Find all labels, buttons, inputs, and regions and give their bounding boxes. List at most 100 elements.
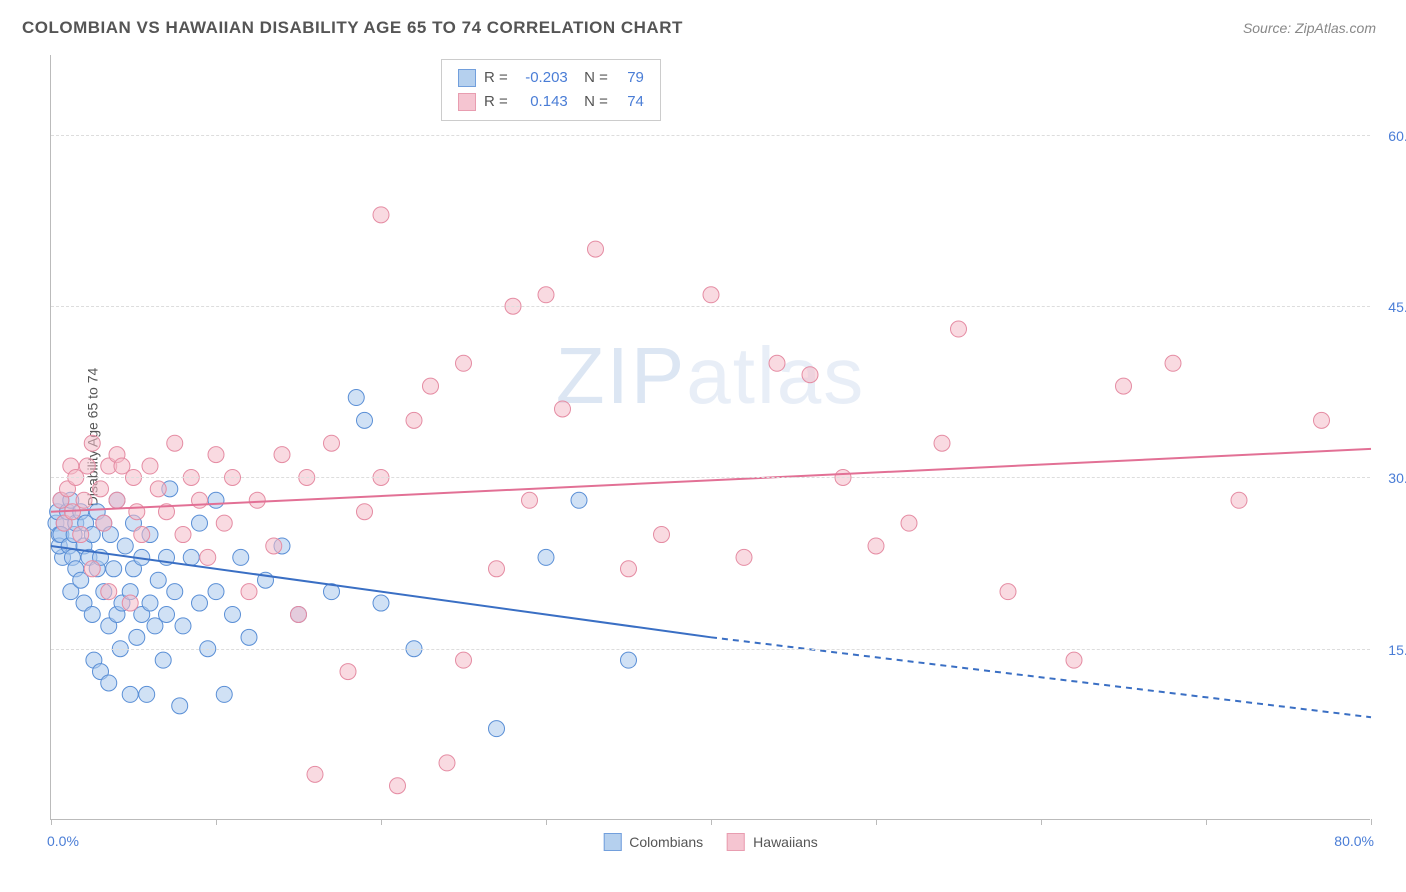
data-point [117,538,133,554]
data-point [307,766,323,782]
data-point [233,549,249,565]
x-tick [876,819,877,825]
data-point [208,447,224,463]
scatter-svg [51,55,1370,819]
gridline-h: 60.0% [51,135,1370,136]
data-point [769,355,785,371]
data-point [951,321,967,337]
data-point [1000,584,1016,600]
data-point [588,241,604,257]
swatch-hawaiians [458,93,476,111]
data-point [150,572,166,588]
legend-item-hawaiians: Hawaiians [727,833,818,851]
data-point [192,515,208,531]
data-point [142,595,158,611]
x-axis-max-label: 80.0% [1334,833,1374,849]
data-point [73,527,89,543]
x-tick [216,819,217,825]
data-point [216,686,232,702]
data-point [200,549,216,565]
data-point [101,584,117,600]
x-tick [381,819,382,825]
data-point [167,435,183,451]
data-point [216,515,232,531]
data-point [406,412,422,428]
data-point [175,527,191,543]
data-point [84,561,100,577]
y-tick-label: 45.0% [1388,299,1406,315]
swatch-hawaiians-icon [727,833,745,851]
data-point [192,595,208,611]
data-point [134,527,150,543]
data-point [621,561,637,577]
data-point [901,515,917,531]
chart-plot-area: Disability Age 65 to 74 ZIPatlas R =-0.2… [50,55,1370,820]
legend-row-colombians: R =-0.203 N =79 [458,66,644,90]
correlation-legend: R =-0.203 N =79 R =0.143 N =74 [441,59,661,121]
gridline-h: 30.0% [51,477,1370,478]
data-point [291,606,307,622]
legend-item-colombians: Colombians [603,833,703,851]
data-point [96,515,112,531]
data-point [129,629,145,645]
series-legend: Colombians Hawaiians [603,833,818,851]
x-tick [51,819,52,825]
data-point [439,755,455,771]
data-point [266,538,282,554]
data-point [390,778,406,794]
x-tick [1371,819,1372,825]
swatch-colombians [458,69,476,87]
data-point [249,492,265,508]
data-point [241,584,257,600]
data-point [106,561,122,577]
data-point [373,207,389,223]
data-point [93,481,109,497]
data-point [208,492,224,508]
gridline-h: 45.0% [51,306,1370,307]
gridline-h: 15.0% [51,649,1370,650]
swatch-colombians-icon [603,833,621,851]
data-point [1314,412,1330,428]
data-point [555,401,571,417]
data-point [934,435,950,451]
data-point [522,492,538,508]
y-tick-label: 15.0% [1388,642,1406,658]
data-point [208,584,224,600]
data-point [101,675,117,691]
data-point [802,367,818,383]
x-axis-min-label: 0.0% [47,833,79,849]
data-point [373,595,389,611]
data-point [357,412,373,428]
chart-title: COLOMBIAN VS HAWAIIAN DISABILITY AGE 65 … [22,18,683,38]
data-point [1165,355,1181,371]
data-point [142,458,158,474]
x-tick [1041,819,1042,825]
legend-row-hawaiians: R =0.143 N =74 [458,90,644,114]
data-point [172,698,188,714]
y-tick-label: 60.0% [1388,128,1406,144]
data-point [274,447,290,463]
data-point [423,378,439,394]
data-point [538,287,554,303]
data-point [736,549,752,565]
data-point [79,458,95,474]
data-point [571,492,587,508]
data-point [654,527,670,543]
data-point [129,504,145,520]
trend-line [51,449,1371,512]
data-point [139,686,155,702]
data-point [159,606,175,622]
data-point [621,652,637,668]
data-point [155,652,171,668]
data-point [703,287,719,303]
data-point [456,355,472,371]
data-point [538,549,554,565]
data-point [225,606,241,622]
data-point [489,561,505,577]
data-point [183,549,199,565]
data-point [76,492,92,508]
chart-source: Source: ZipAtlas.com [1243,20,1376,36]
y-tick-label: 30.0% [1388,470,1406,486]
data-point [489,721,505,737]
data-point [348,390,364,406]
